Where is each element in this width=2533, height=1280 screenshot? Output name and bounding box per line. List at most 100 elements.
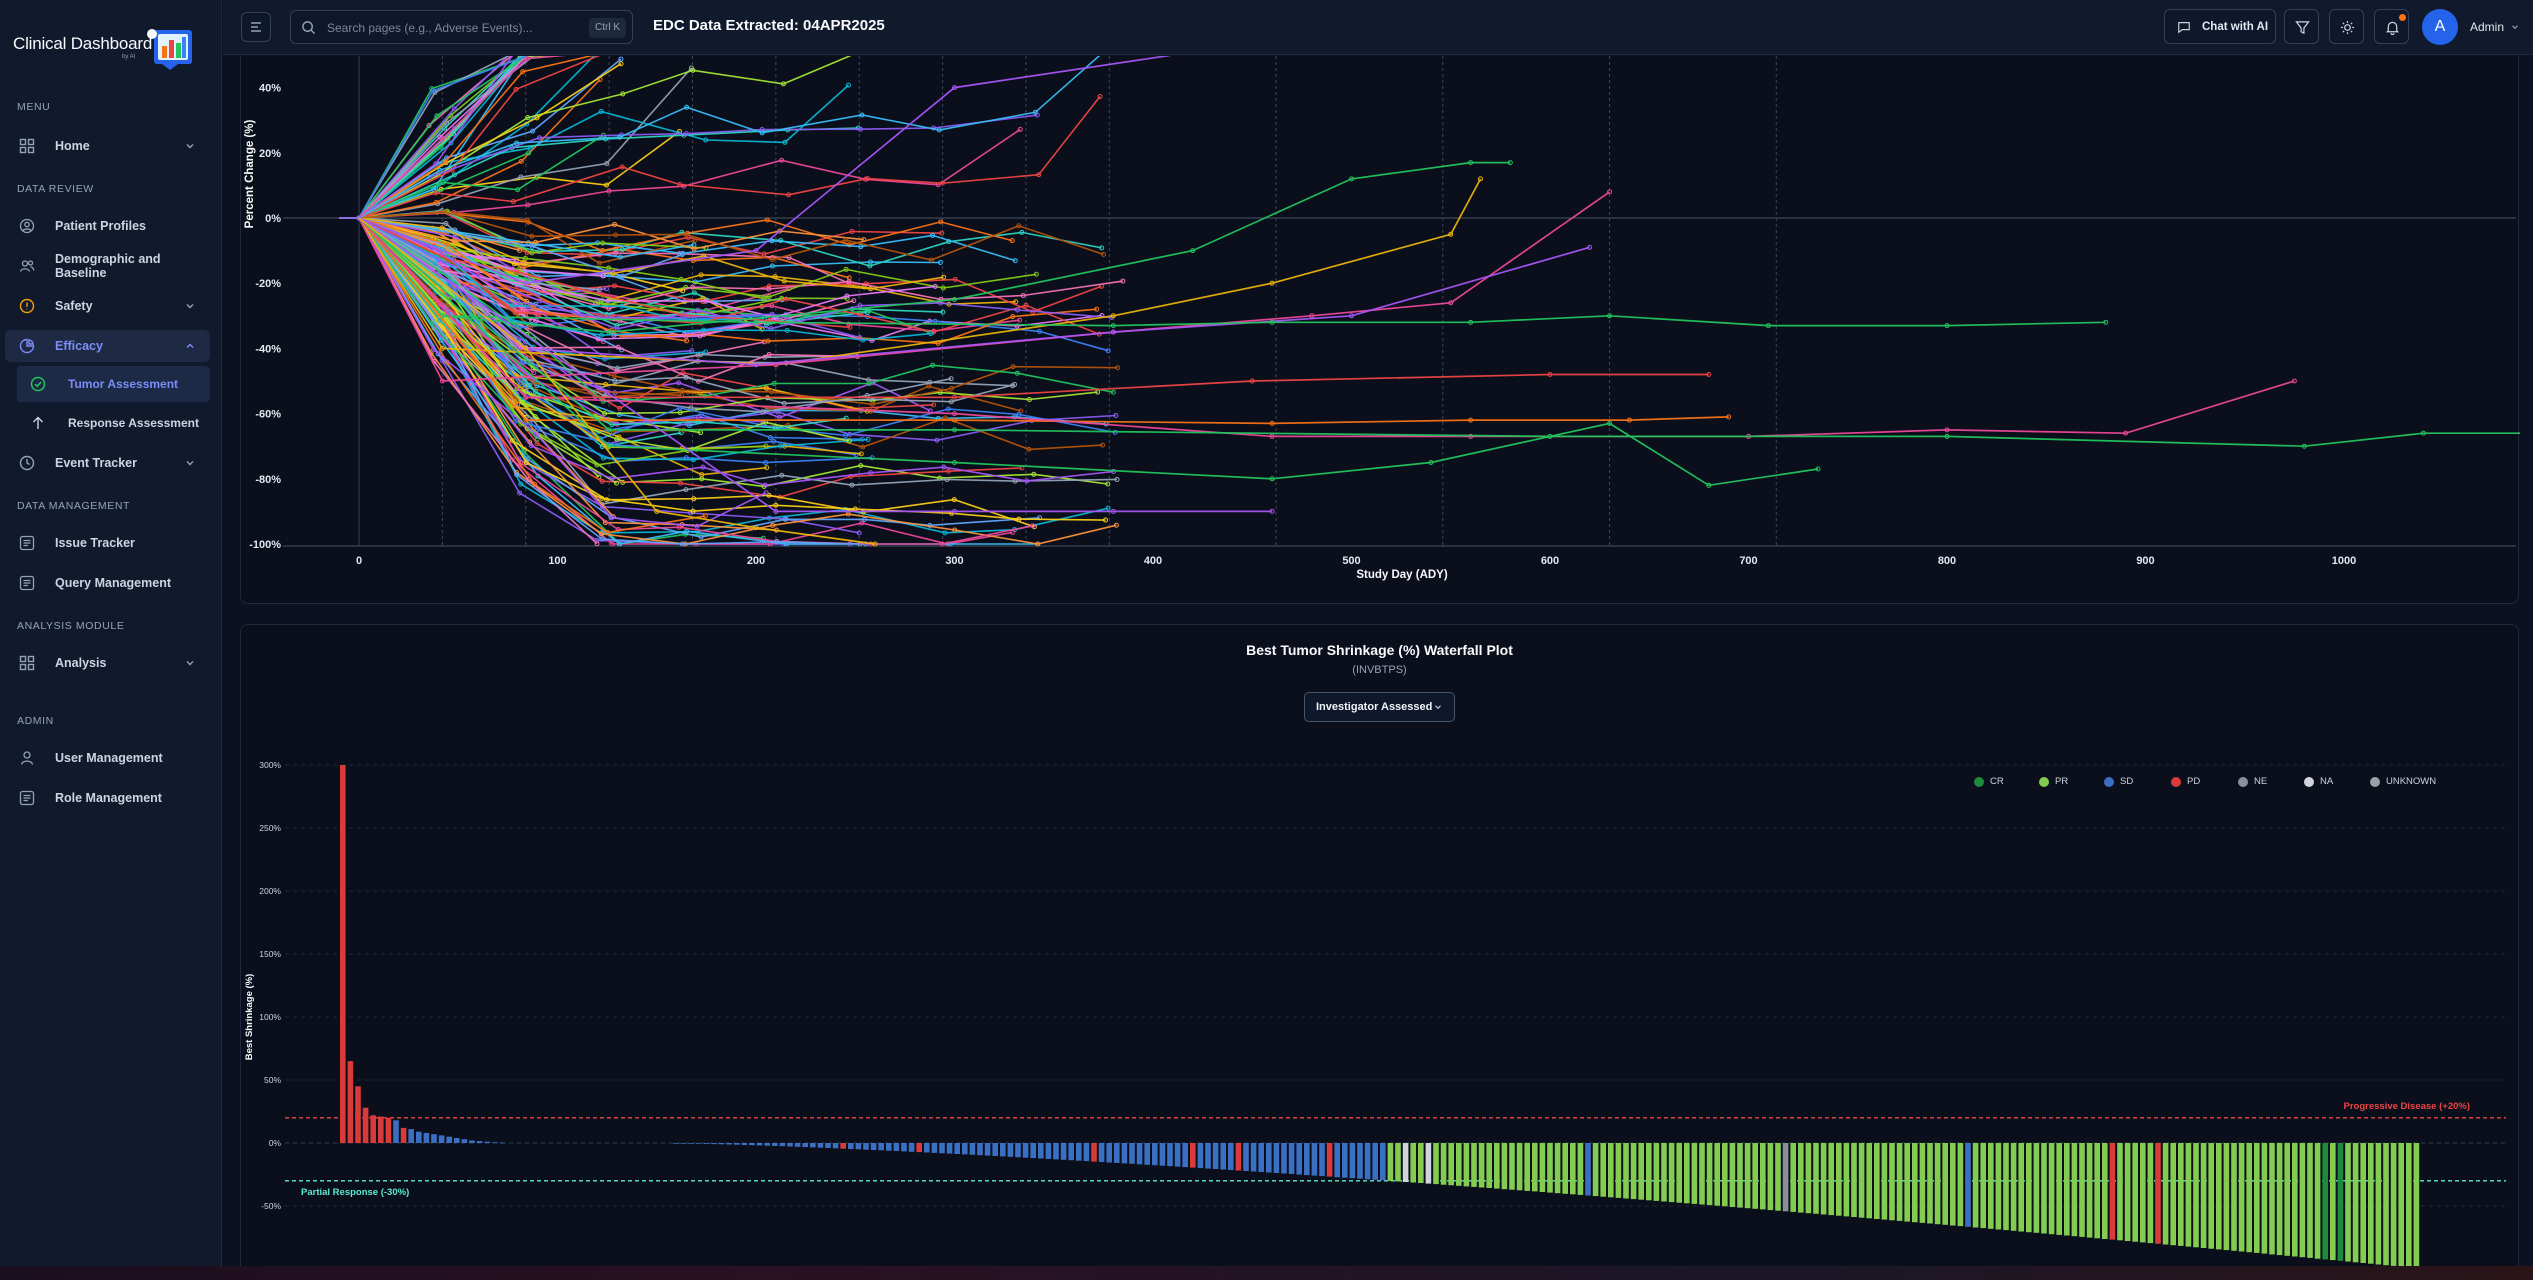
waterfall-plot: 300%250%200%150%100%50%0%-50%-100% Best … (244, 760, 2506, 1274)
app-logo[interactable]: Clinical Dashboard by AI (12, 22, 212, 70)
sidebar-item-analysis[interactable]: Analysis (5, 647, 210, 679)
sidebar-item-patient-profiles[interactable]: Patient Profiles (5, 210, 210, 242)
edc-extract-label: EDC Data Extracted: 04APR2025 (653, 17, 885, 34)
patient-trajectory (339, 217, 1040, 538)
theme-toggle-button[interactable] (2329, 9, 2364, 44)
notifications-button[interactable] (2374, 9, 2409, 44)
sidebar-subitem-tumor-assessment[interactable]: Tumor Assessment (17, 366, 210, 402)
trajectory-point (938, 219, 944, 225)
trajectory-point (1815, 466, 1821, 472)
sidebar-item-query-management[interactable]: Query Management (5, 567, 210, 599)
trajectory-point (926, 383, 932, 389)
trajectory-point (609, 422, 615, 428)
trajectory-point (1010, 314, 1016, 320)
trajectory-point (683, 131, 689, 137)
sidebar-item-event-tracker[interactable]: Event Tracker (5, 447, 210, 479)
waterfall-bar (1972, 1143, 1979, 1228)
trajectory-point (1249, 378, 1255, 384)
waterfall-bar (1304, 1143, 1310, 1176)
app-title: Clinical Dashboard (13, 34, 153, 53)
waterfall-bar (931, 1143, 938, 1153)
trajectory-point (761, 296, 767, 302)
sidebar-subitem-response-assessment[interactable]: Response Assessment (17, 405, 210, 441)
trajectory-point (770, 522, 776, 528)
waterfall-bar (840, 1143, 846, 1149)
waterfall-bar (2185, 1143, 2192, 1247)
trajectory-point (2291, 378, 2297, 384)
sidebar-item-label: Role Management (55, 791, 162, 805)
trajectory-point (1114, 476, 1120, 482)
search-bar[interactable]: Ctrl K (290, 10, 633, 44)
trajectory-point (531, 370, 537, 376)
sidebar-item-issue-tracker[interactable]: Issue Tracker (5, 527, 210, 559)
legend-item-na[interactable]: NA (2304, 776, 2333, 787)
sidebar-item-efficacy[interactable]: Efficacy (5, 330, 210, 362)
trajectory-point (1026, 446, 1032, 452)
legend-item-unknown[interactable]: UNKNOWN (2370, 776, 2436, 787)
trajectory-point (679, 387, 685, 393)
waterfall-bar (1022, 1143, 1029, 1158)
trajectory-point (782, 139, 788, 145)
trajectory-point (600, 240, 606, 246)
trajectory-point (620, 91, 626, 97)
trajectory-point (1036, 172, 1042, 178)
trajectory-point (701, 327, 707, 333)
chat-with-ai-button[interactable]: Chat with AI (2164, 9, 2276, 44)
trajectory-point (777, 228, 783, 234)
pd-threshold-label: Progressive Disease (+20%) (2344, 1101, 2470, 1112)
waterfall-bar (1425, 1143, 1432, 1184)
waterfall-bar (2102, 1143, 2108, 1239)
user-menu[interactable]: A Admin (2422, 8, 2522, 46)
waterfall-bar (2178, 1143, 2184, 1246)
trajectory-point (602, 410, 608, 416)
legend-item-sd[interactable]: SD (2104, 776, 2133, 787)
trajectory-point (948, 376, 954, 382)
waterfall-bar (2117, 1143, 2123, 1241)
waterfall-bar (878, 1143, 884, 1151)
toggle-sidebar-button[interactable] (241, 12, 271, 42)
trajectory-point (846, 279, 852, 285)
search-shortcut-badge: Ctrl K (589, 18, 626, 38)
trajectory-point (683, 374, 689, 380)
waterfall-bar (1851, 1143, 1857, 1217)
spider-y-tick-label: -20% (255, 278, 281, 290)
legend-item-pr[interactable]: PR (2039, 776, 2068, 787)
waterfall-bar (1706, 1143, 1713, 1206)
trajectory-point (779, 472, 785, 478)
waterfall-bar (1266, 1143, 1272, 1173)
legend-label: UNKNOWN (2386, 776, 2437, 787)
sidebar-item-user-management[interactable]: User Management (5, 742, 210, 774)
trajectory-point (1507, 160, 1513, 166)
trajectory-point (1944, 433, 1950, 439)
sidebar-item-home[interactable]: Home (5, 130, 210, 162)
legend-item-ne[interactable]: NE (2238, 776, 2267, 787)
waterfall-bar (2375, 1143, 2382, 1265)
search-input[interactable] (327, 18, 577, 38)
trajectory-point (612, 283, 618, 289)
trajectory-point (1033, 271, 1039, 277)
trajectory-point (1190, 248, 1196, 254)
trajectory-point (534, 436, 540, 442)
waterfall-bar (1433, 1143, 1439, 1185)
trajectory-point (1110, 508, 1116, 514)
waterfall-bar (1980, 1143, 1986, 1229)
trajectory-point (703, 298, 709, 304)
waterfall-bar (1760, 1143, 1766, 1210)
trajectory-point (843, 266, 849, 272)
sidebar-item-role-management[interactable]: Role Management (5, 782, 210, 814)
sidebar-item-label: Event Tracker (55, 456, 137, 470)
trajectory-point (847, 242, 853, 248)
spider-plot-panel: 40% 20% 0% -20% -40% -60% -80% -100% 0 100 200 300 4… (240, 51, 2526, 604)
trajectory-point (513, 391, 519, 397)
trajectory-point (1099, 245, 1105, 251)
legend-swatch (2238, 776, 2248, 787)
spider-y-axis-label: Percent Change (%) (244, 120, 256, 229)
filter-button[interactable] (2284, 9, 2319, 44)
sidebar-item-demographic[interactable]: Demographic and Baseline (5, 250, 210, 282)
legend-item-cr[interactable]: CR (1974, 776, 2004, 787)
waterfall-bar (1152, 1143, 1158, 1166)
sidebar-item-safety[interactable]: Safety (5, 290, 210, 322)
legend-item-pd[interactable]: PD (2171, 776, 2200, 787)
assessor-select[interactable]: Investigator Assessed (1304, 692, 1455, 722)
patient-trajectory (358, 217, 1729, 425)
